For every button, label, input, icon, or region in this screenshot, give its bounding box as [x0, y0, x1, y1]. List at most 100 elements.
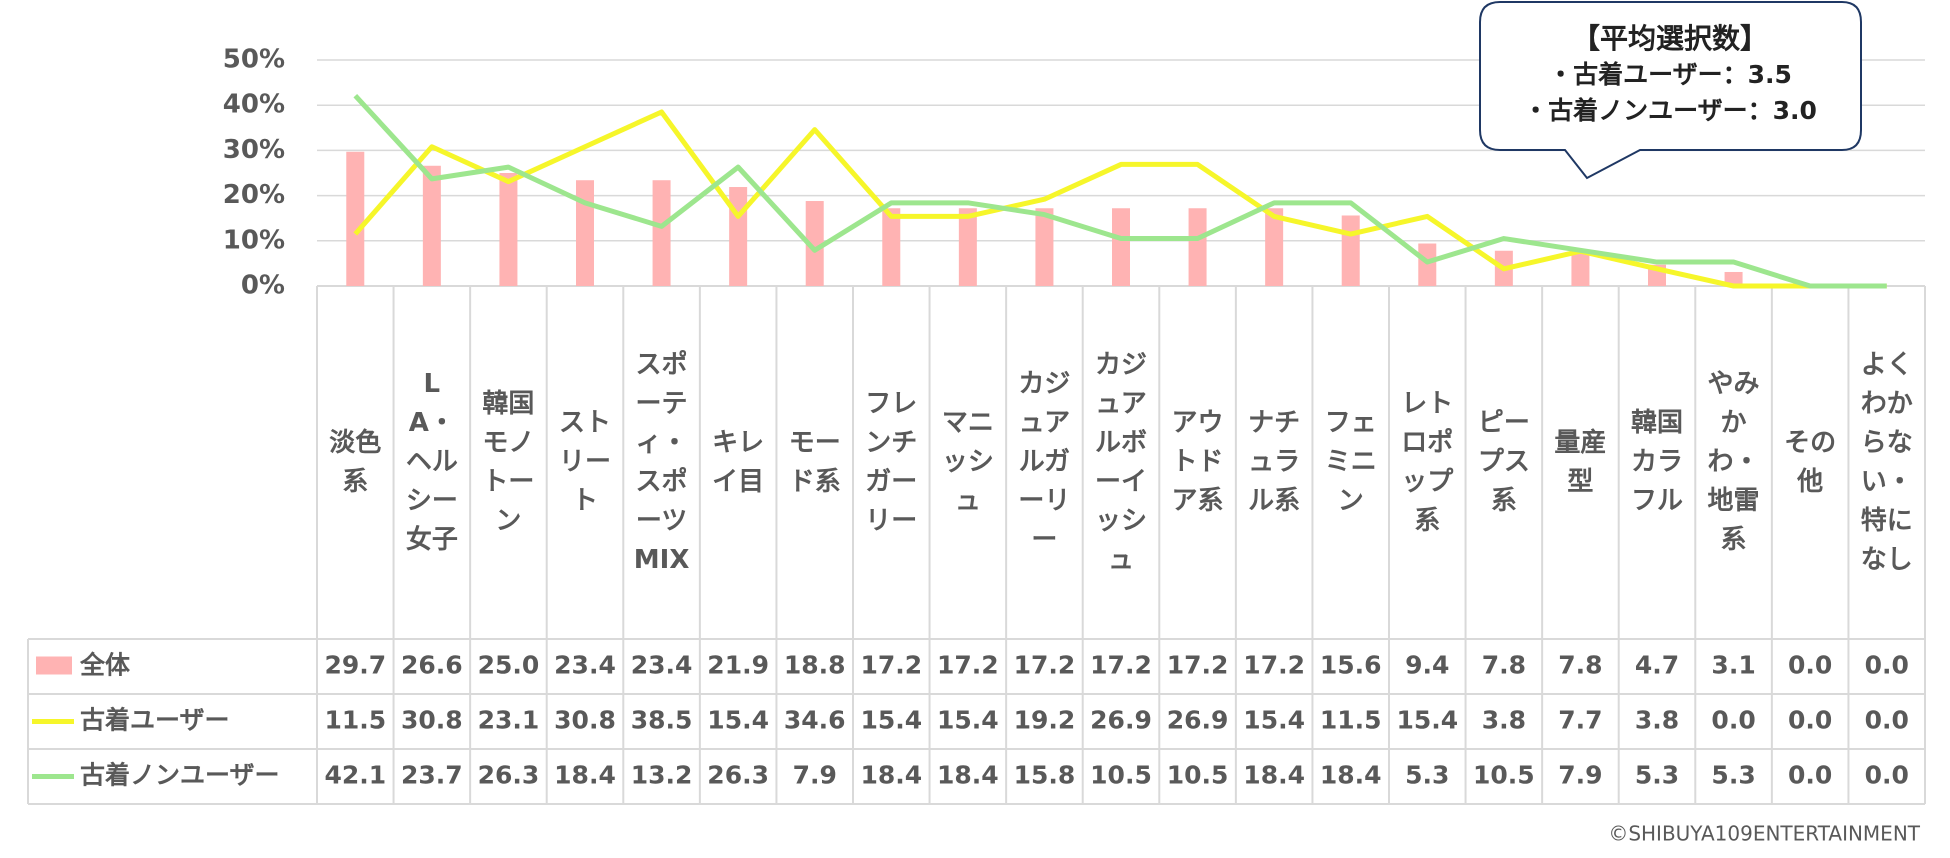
table-value: 15.4 [707, 706, 769, 735]
category-cell: レトロポップ系 [1401, 389, 1453, 536]
x-tick-label: 淡色系 [329, 427, 382, 497]
category-cell: その他 [1784, 428, 1836, 497]
table-value: 18.4 [554, 761, 616, 790]
bar [422, 165, 441, 286]
bar [805, 201, 824, 286]
table-value: 9.4 [1405, 651, 1449, 680]
callout [1479, 1, 1862, 180]
table-value: 30.8 [554, 706, 616, 735]
y-tick-label: 20% [223, 180, 285, 210]
table-value: 23.4 [631, 651, 693, 680]
x-tick-label: マニッシュ [941, 408, 994, 516]
line [353, 109, 1887, 289]
y-tick-label: 30% [223, 135, 285, 165]
table-value: 10.5 [1473, 761, 1535, 790]
x-tick-label: ストリート [558, 408, 611, 516]
bar [1035, 208, 1054, 286]
x-tick-label: モード系 [788, 427, 841, 497]
table-value: 15.4 [860, 706, 922, 735]
table-value: 3.8 [1635, 706, 1679, 735]
table-value: 7.9 [1558, 761, 1602, 790]
table-value: 7.8 [1482, 651, 1526, 680]
table-value: 17.2 [1243, 651, 1305, 680]
table-value: 17.2 [860, 651, 922, 680]
category-cell: ストリート [558, 408, 611, 516]
category-cell: マニッシュ [941, 408, 994, 516]
table-value: 11.5 [324, 706, 386, 735]
table-value: 7.7 [1558, 706, 1602, 735]
category-cell: やみかわ・地雷系 [1707, 369, 1760, 555]
table-value: 29.7 [324, 651, 386, 680]
table-value: 0.0 [1788, 761, 1832, 790]
table-value: 7.8 [1558, 651, 1602, 680]
bar [958, 208, 977, 286]
table-value: 17.2 [1167, 651, 1229, 680]
table-value: 18.4 [860, 761, 922, 790]
category-cell: 韓国カラフル [1630, 408, 1683, 516]
category-cell: アウトドア系 [1171, 408, 1224, 516]
table-value: 10.5 [1167, 761, 1229, 790]
credit: ©SHIBUYA109ENTERTAINMENT [1608, 822, 1920, 846]
category-cell: カジュアルガーリー [1018, 369, 1071, 555]
y-tick-label: 50% [223, 45, 285, 75]
bar [1188, 208, 1207, 286]
x-tick-label: カジュアルボーイッシュ [1094, 349, 1147, 575]
table-value: 5.3 [1635, 761, 1679, 790]
legend-label: 古着ノンユーザー [80, 761, 280, 790]
bar [1265, 208, 1284, 286]
table-value: 10.5 [1090, 761, 1152, 790]
table-value: 15.4 [1243, 706, 1305, 735]
table-value: 18.8 [784, 651, 846, 680]
category-cell: キレイ目 [712, 428, 764, 497]
table-value: 26.6 [401, 651, 463, 680]
bar [1341, 215, 1360, 286]
table-value: 23.4 [554, 651, 616, 680]
table-value: 17.2 [1014, 651, 1076, 680]
category-cell: フレンチガーリー [865, 389, 917, 536]
x-tick-label: 韓国カラフル [1630, 408, 1683, 516]
table-value: 11.5 [1320, 706, 1382, 735]
category-cell: カジュアルボーイッシュ [1094, 349, 1147, 575]
table-value: 23.7 [401, 761, 463, 790]
category-cell: スポーティ・スポーツMIX [633, 349, 690, 575]
table-value: 15.4 [1396, 706, 1458, 735]
table-value: 26.9 [1090, 706, 1152, 735]
category-cell: LA・ヘルシー女子 [406, 369, 458, 555]
x-tick-label: やみかわ・地雷系 [1707, 369, 1760, 555]
table-value: 18.4 [1243, 761, 1305, 790]
bar [729, 187, 748, 286]
table-value: 0.0 [1865, 651, 1909, 680]
table-value: 17.2 [1090, 651, 1152, 680]
x-tick-label: 量産型 [1554, 427, 1607, 497]
table-value: 19.2 [1014, 706, 1076, 735]
table-value: 15.4 [937, 706, 999, 735]
legend-swatch [36, 656, 72, 675]
bar [346, 151, 365, 286]
x-tick-label: アウトドア系 [1171, 408, 1224, 516]
category-cell: 量産型 [1554, 427, 1607, 497]
x-tick-label: ナチュラル系 [1248, 408, 1301, 516]
table-value: 25.0 [478, 651, 540, 680]
table-value: 34.6 [784, 706, 846, 735]
x-tick-label: フェミニン [1324, 408, 1377, 516]
table-value: 0.0 [1788, 706, 1832, 735]
bar [1418, 243, 1437, 286]
table-value: 0.0 [1788, 651, 1832, 680]
bar [652, 180, 671, 286]
table-value: 26.3 [707, 761, 769, 790]
table-value: 23.1 [478, 706, 540, 735]
x-tick-label: カジュアルガーリー [1018, 369, 1071, 555]
table-value: 42.1 [324, 761, 386, 790]
x-tick-label: スポーティ・スポーツMIX [633, 349, 690, 575]
table-value: 17.2 [937, 651, 999, 680]
bar [882, 208, 901, 286]
category-cell: ピープス系 [1478, 408, 1530, 516]
line [353, 94, 1887, 289]
table-value: 18.4 [1320, 761, 1382, 790]
table-value: 21.9 [707, 651, 769, 680]
table-value: 30.8 [401, 706, 463, 735]
callout-line: ・古着ユーザー：3.5 [1548, 60, 1792, 89]
table-value: 18.4 [937, 761, 999, 790]
bar [499, 173, 518, 286]
